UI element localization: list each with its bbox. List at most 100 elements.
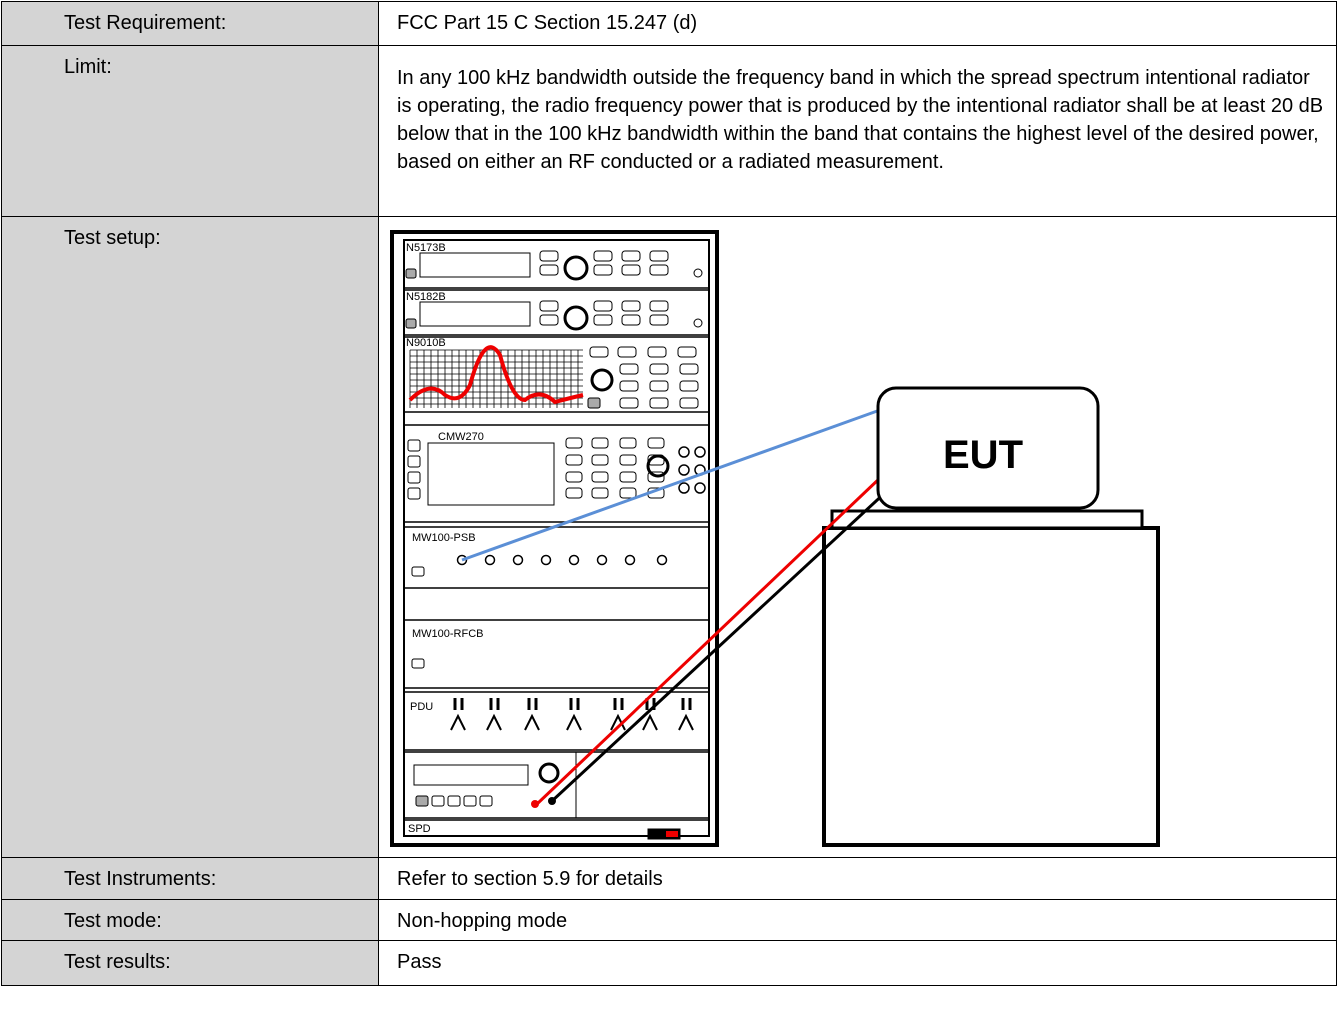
button [565, 454, 583, 466]
button [407, 455, 421, 468]
button [407, 439, 421, 452]
port-dot [568, 554, 580, 566]
button [679, 363, 699, 375]
button [679, 397, 699, 409]
port-dot [693, 268, 703, 278]
table-top [830, 509, 1144, 530]
button [407, 471, 421, 484]
port-dot [456, 554, 468, 566]
port-dot [694, 482, 706, 494]
button [411, 566, 425, 577]
button [539, 264, 559, 276]
label-cell: Test Requirement: [1, 1, 379, 46]
knob [590, 368, 614, 392]
instrument-label: SPD [408, 823, 431, 835]
button [565, 437, 583, 449]
button [593, 314, 613, 326]
button [447, 795, 461, 807]
rack-inner [403, 239, 710, 837]
button [649, 300, 669, 312]
table-stand [822, 526, 1160, 847]
knob [563, 305, 589, 331]
eut-label: EUT [943, 433, 1023, 477]
button [565, 487, 583, 499]
button [619, 454, 637, 466]
label-cell: Test setup: [1, 216, 379, 858]
port-dot [678, 482, 690, 494]
button [463, 795, 477, 807]
display [419, 252, 531, 278]
rack-outer [390, 230, 719, 847]
port-dot [678, 464, 690, 476]
button [593, 300, 613, 312]
button [565, 471, 583, 483]
outlet [486, 713, 502, 731]
button [621, 250, 641, 262]
button [591, 454, 609, 466]
port-dot [540, 554, 552, 566]
button [647, 437, 665, 449]
outlet [524, 713, 540, 731]
outlet [566, 713, 582, 731]
instrument-label: N5182B [406, 291, 446, 303]
value-cell: Pass [378, 940, 1337, 986]
button [621, 314, 641, 326]
button [591, 437, 609, 449]
button [539, 314, 559, 326]
button [621, 300, 641, 312]
button [619, 487, 637, 499]
display [419, 301, 531, 327]
label-cell: Test mode: [1, 899, 379, 941]
instrument-label: PDU [410, 701, 433, 713]
display [413, 764, 529, 786]
button [619, 397, 639, 409]
switch [666, 831, 678, 837]
eut-box [876, 386, 1100, 510]
button [619, 380, 639, 392]
label-cell: Limit: [1, 45, 379, 217]
button [405, 268, 417, 279]
port-dot [596, 554, 608, 566]
button [479, 795, 493, 807]
trace [408, 345, 584, 405]
port-dot [693, 318, 703, 328]
port [531, 800, 539, 808]
button [617, 346, 637, 358]
value-cell: Refer to section 5.9 for details [378, 857, 1337, 900]
outlet [610, 713, 626, 731]
value-cell: In any 100 kHz bandwidth outside the fre… [378, 45, 1337, 217]
port-dot [624, 554, 636, 566]
instrument-label: N5173B [406, 242, 446, 254]
button [619, 471, 637, 483]
button [591, 471, 609, 483]
switch [647, 828, 681, 840]
button [593, 264, 613, 276]
button [621, 264, 641, 276]
button [587, 397, 601, 409]
port-dot [512, 554, 524, 566]
button [539, 300, 559, 312]
power-cable [550, 488, 890, 803]
button [679, 380, 699, 392]
port-dot [484, 554, 496, 566]
outlet [678, 713, 694, 731]
instrument-label: CMW270 [438, 431, 484, 443]
outlet [642, 713, 658, 731]
instrument-label: MW100-RFCB [412, 628, 484, 640]
button [647, 346, 667, 358]
knob [538, 762, 560, 784]
button [591, 487, 609, 499]
rf-cable [461, 408, 881, 562]
button [593, 250, 613, 262]
button [649, 250, 669, 262]
instrument-label: N9010B [406, 337, 446, 349]
button [647, 471, 665, 483]
button [407, 487, 421, 500]
button [539, 250, 559, 262]
button [649, 397, 669, 409]
button [415, 795, 429, 807]
label-cell: Test Instruments: [1, 857, 379, 900]
power-cable [535, 476, 882, 806]
